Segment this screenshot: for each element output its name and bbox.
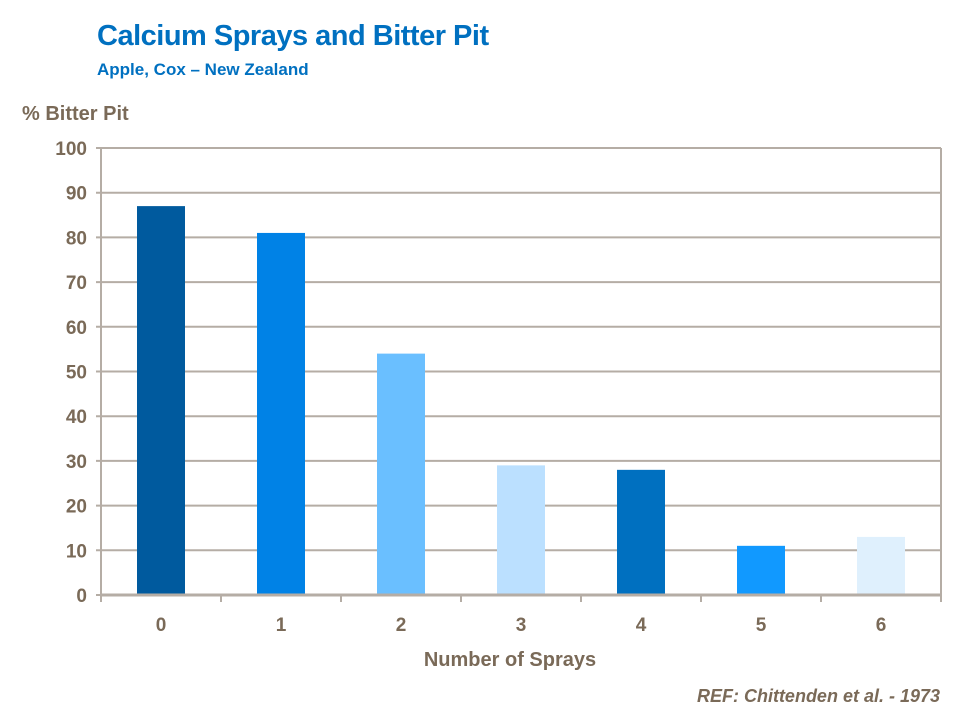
x-tick-label: 2 bbox=[396, 615, 407, 636]
reference-note: REF: Chittenden et al. - 1973 bbox=[696, 686, 940, 706]
y-tick-label: 100 bbox=[55, 139, 87, 160]
x-tick-label: 5 bbox=[756, 615, 767, 636]
x-tick-label: 0 bbox=[156, 615, 167, 636]
bar bbox=[617, 469, 665, 595]
y-tick-label: 90 bbox=[66, 184, 87, 205]
y-tick-label: 30 bbox=[66, 452, 87, 473]
bar bbox=[257, 232, 305, 595]
x-tick-label: 3 bbox=[516, 615, 527, 636]
y-tick-label: 60 bbox=[66, 318, 87, 339]
y-tick-label: 10 bbox=[66, 541, 87, 562]
x-axis-label: Number of Sprays bbox=[423, 649, 597, 671]
bar bbox=[137, 206, 185, 596]
x-tick-label: 4 bbox=[636, 615, 647, 636]
chart-title: Calcium Sprays and Bitter Pit bbox=[97, 20, 489, 52]
bar bbox=[737, 545, 785, 595]
y-tick-label: 80 bbox=[66, 228, 87, 249]
bar bbox=[497, 465, 545, 595]
y-tick-label: 70 bbox=[66, 273, 87, 294]
x-tick-label: 1 bbox=[276, 615, 287, 636]
y-tick-label: 40 bbox=[66, 407, 87, 428]
y-tick-label: 0 bbox=[76, 586, 87, 607]
y-tick-label: 20 bbox=[66, 497, 87, 518]
chart-subtitle: Apple, Cox – New Zealand bbox=[97, 60, 309, 79]
y-axis-label: % Bitter Pit bbox=[22, 103, 129, 125]
y-tick-label: 50 bbox=[66, 363, 87, 384]
bar bbox=[377, 353, 425, 595]
bar bbox=[857, 536, 905, 595]
x-tick-label: 6 bbox=[876, 615, 887, 636]
